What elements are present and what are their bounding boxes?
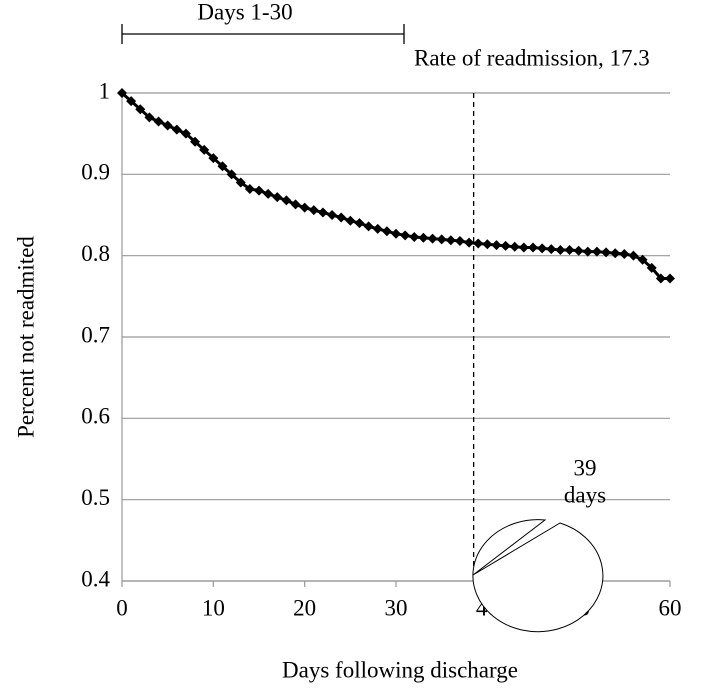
y-tick-label: 0.5 [81, 485, 110, 510]
marker [135, 104, 146, 115]
bracket-label: Days 1-30 [197, 0, 292, 24]
marker [500, 240, 511, 251]
marker [363, 221, 374, 232]
marker [573, 245, 584, 256]
marker [619, 249, 630, 260]
rate-label: Rate of readmission, 17.3 [414, 45, 650, 70]
x-axis-title: Days following discharge [282, 657, 518, 682]
x-tick-label: 0 [116, 595, 128, 620]
marker [564, 244, 575, 255]
marker [153, 116, 164, 127]
marker [244, 183, 255, 194]
marker [665, 273, 675, 284]
marker [464, 237, 475, 248]
marker [473, 238, 484, 249]
marker [235, 177, 246, 188]
marker [217, 161, 228, 172]
marker [272, 192, 283, 203]
marker [180, 128, 191, 139]
marker [281, 195, 292, 206]
marker [126, 96, 137, 107]
marker [299, 202, 310, 213]
marker [317, 207, 328, 218]
y-axis-title: Percent not readmited [13, 236, 38, 438]
marker [610, 248, 621, 259]
marker [400, 230, 411, 241]
marker [171, 124, 182, 135]
marker [199, 144, 210, 155]
marker [582, 246, 593, 257]
marker [372, 223, 383, 234]
callout-text: days [564, 482, 606, 507]
marker [537, 243, 548, 254]
marker [409, 231, 420, 242]
x-tick-label: 60 [659, 595, 682, 620]
marker [418, 232, 429, 243]
y-tick-label: 0.6 [81, 404, 110, 429]
y-tick-label: 0.8 [81, 241, 110, 266]
marker [454, 236, 465, 247]
marker [482, 239, 493, 250]
marker [391, 228, 401, 239]
marker [509, 241, 520, 252]
y-tick-label: 0.4 [81, 566, 110, 591]
y-tick-label: 1 [99, 78, 111, 103]
marker [162, 120, 173, 131]
marker [254, 185, 264, 196]
marker [637, 254, 648, 265]
marker [591, 246, 602, 257]
marker [445, 235, 456, 246]
marker [226, 169, 237, 180]
marker [144, 112, 155, 123]
marker [646, 262, 657, 273]
marker [290, 199, 301, 210]
marker [518, 242, 529, 253]
marker [336, 212, 347, 223]
bracket [121, 24, 405, 44]
marker [208, 153, 219, 164]
marker [190, 136, 201, 147]
marker [436, 234, 447, 245]
callout-bubble [472, 519, 604, 633]
marker [354, 218, 365, 229]
marker [555, 244, 566, 255]
x-tick-label: 30 [385, 595, 408, 620]
plot: 0.40.50.60.70.80.910102030405060 [81, 78, 681, 620]
marker [628, 250, 639, 261]
marker [308, 205, 319, 216]
marker [327, 210, 338, 220]
marker [601, 247, 612, 258]
x-tick-label: 20 [293, 595, 316, 620]
marker [655, 273, 666, 284]
marker [345, 215, 356, 226]
marker [427, 233, 438, 244]
marker [117, 88, 127, 98]
marker [546, 244, 557, 255]
y-tick-label: 0.7 [81, 322, 110, 347]
marker [528, 242, 538, 253]
marker [263, 188, 274, 199]
y-tick-label: 0.9 [81, 160, 110, 185]
marker [491, 240, 502, 251]
x-tick-label: 10 [202, 595, 225, 620]
callout-text: 39 [574, 455, 597, 480]
marker [381, 226, 392, 237]
